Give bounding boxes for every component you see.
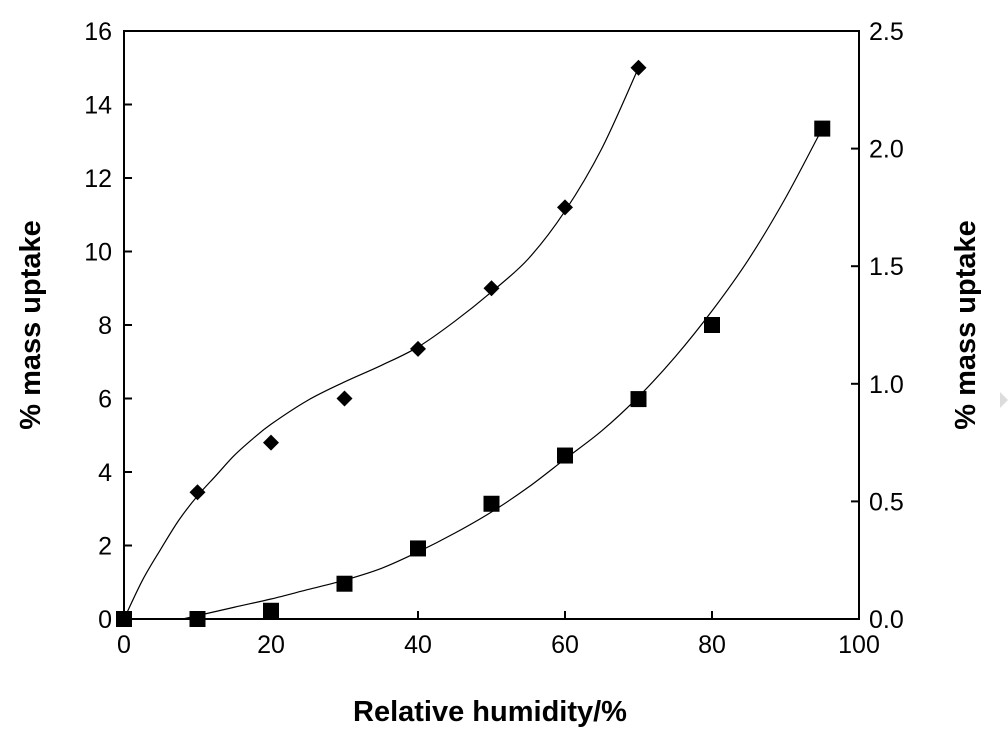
plot-frame [123, 30, 860, 620]
left-y-tick-label: 14 [84, 92, 112, 120]
plot-area [123, 30, 860, 620]
fit-curve-series-1 [123, 67, 640, 620]
x-tick-label: 80 [698, 631, 726, 659]
left-y-axis-title: % mass uptake [15, 220, 47, 430]
x-axis-ticks: 0 20 40 60 80 100 [117, 611, 880, 659]
fit-curves [123, 67, 823, 620]
square-marker [336, 575, 353, 592]
right-y-tick-label: 0.5 [869, 488, 904, 516]
diamond-marker [336, 390, 353, 407]
left-y-tick-label: 16 [84, 18, 112, 46]
diamond-marker [630, 59, 647, 76]
square-marker [263, 602, 279, 619]
right-y-tick-label: 2.0 [869, 136, 904, 164]
x-axis-title: Relative humidity/% [353, 696, 627, 728]
left-y-tick-label: 8 [98, 312, 112, 340]
decorative-arrow-icon [1000, 392, 1008, 408]
right-y-tick-label: 0.0 [869, 606, 904, 634]
right-y-axis-ticks: 0.0 0.5 1.0 1.5 2.0 2.5 [851, 18, 904, 634]
diamond-marker [483, 280, 500, 297]
left-y-tick-label: 0 [98, 606, 112, 634]
left-y-tick-label: 4 [98, 459, 112, 487]
left-y-tick-label: 12 [84, 165, 112, 193]
square-marker [483, 495, 500, 512]
diamond-marker [410, 340, 426, 357]
x-tick-label: 0 [117, 631, 131, 659]
x-tick-label: 60 [551, 631, 579, 659]
square-marker [704, 317, 720, 333]
x-tick-label: 40 [404, 631, 432, 659]
left-y-tick-label: 10 [84, 239, 112, 267]
x-tick-label: 20 [257, 631, 285, 659]
square-marker [814, 120, 831, 137]
fit-curve-series-2 [182, 128, 823, 620]
data-markers [116, 59, 831, 627]
square-marker [116, 611, 132, 627]
right-y-tick-label: 1.0 [869, 371, 904, 399]
square-marker [557, 447, 573, 464]
square-marker [410, 540, 426, 557]
square-marker [189, 611, 206, 627]
square-marker [630, 391, 647, 408]
right-y-axis-title: % mass uptake [950, 220, 982, 430]
x-tick-label: 100 [838, 631, 880, 659]
right-y-tick-label: 2.5 [869, 18, 904, 46]
right-y-tick-label: 1.5 [869, 253, 904, 281]
left-y-tick-label: 6 [98, 386, 112, 414]
diamond-marker [189, 484, 206, 501]
diamond-marker [557, 199, 573, 216]
diamond-marker [263, 434, 279, 451]
left-y-tick-label: 2 [98, 533, 112, 561]
